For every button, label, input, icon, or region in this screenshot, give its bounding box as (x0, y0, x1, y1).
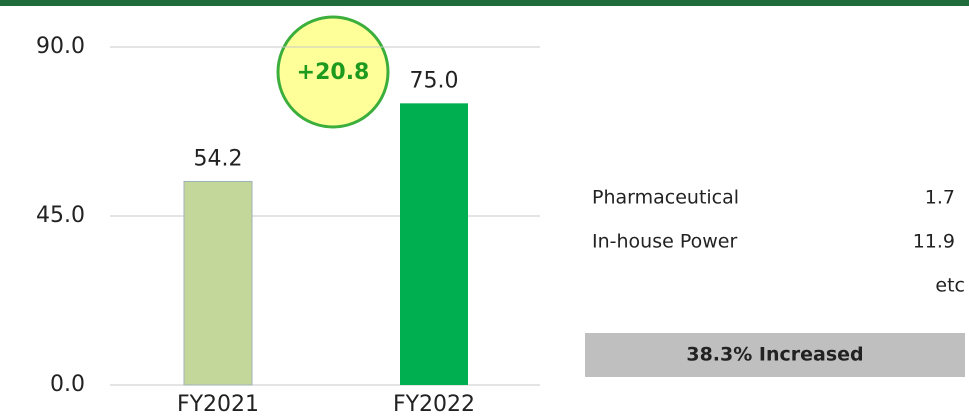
breakdown-label: Pharmaceutical (592, 187, 739, 209)
value-label: 54.2 (194, 146, 243, 171)
value-label: 75.0 (410, 68, 459, 93)
breakdown-note: etc (935, 275, 965, 297)
summary-box (585, 333, 965, 377)
y-tick-label: 45.0 (36, 203, 85, 228)
x-tick-label: FY2021 (177, 392, 259, 416)
breakdown-value: 11.9 (913, 231, 955, 253)
y-tick-label: 0.0 (50, 372, 85, 397)
summary: 38.3% Increased (686, 344, 863, 366)
annotation-circle (276, 15, 390, 129)
annotation: +20.8 (297, 60, 370, 85)
y-tick-label: 90.0 (36, 34, 85, 59)
bar (400, 103, 468, 385)
bar (183, 180, 253, 386)
x-tick-label: FY2022 (393, 392, 475, 416)
breakdown-value: 1.7 (925, 187, 955, 209)
breakdown-label: In-house Power (592, 231, 737, 253)
header-bar (0, 0, 969, 6)
